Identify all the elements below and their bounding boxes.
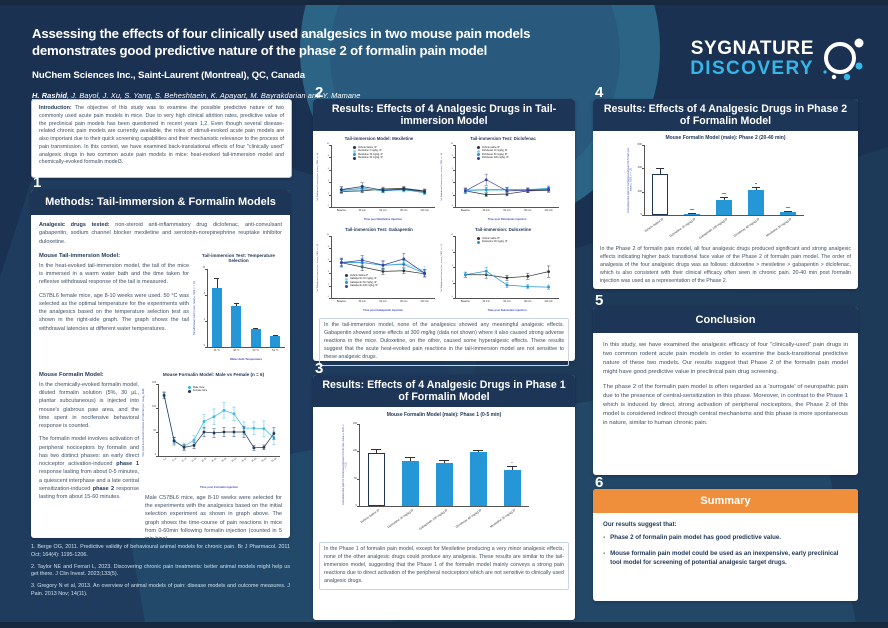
panel4-conclusion: In the Phase 2 of formalin pain model, a…	[600, 246, 851, 284]
poster-header: Assessing the effects of four clinically…	[0, 0, 888, 100]
panel-number-2: 2	[315, 84, 324, 101]
chart-xlabel: Time post Diclofenac injection	[487, 218, 527, 221]
panel-number-5: 5	[595, 292, 604, 309]
page-title: Assessing the effects of four clinically…	[32, 26, 531, 58]
affiliation: NuChem Sciences Inc., Saint-Laurent (Mon…	[32, 70, 306, 81]
formalin-model-p1: In the chemically-evoked formalin model,…	[39, 381, 139, 429]
panel-number-3: 3	[315, 360, 324, 377]
drugs-tested-body: non-steroid anti-inflammatory drug diclo…	[39, 222, 282, 245]
formalin-model-heading: Mouse Formalin Model:	[39, 371, 104, 378]
formalin-chart-caption: Male C57BL6 mice, age 8-10 weeks were se…	[145, 494, 282, 542]
chart-title: Tail-immersion Test: Temperature Selecti…	[201, 252, 275, 264]
conclusion-p2: The phase 2 of the formalin pain model i…	[603, 383, 848, 427]
summary-bullet-text: Phase 2 of formalin pain model has good …	[610, 534, 782, 541]
chart-formalin-phase1: Mouse Formalin Model (male): Phase 1 (0-…	[319, 412, 569, 540]
chart-tail-mexiletine: Tail-immersion Model: Mexiletine Tail Wi…	[317, 136, 439, 224]
panel2-conclusion: In the tail-immersion model, none of the…	[324, 322, 564, 360]
chart-ylabel: Tail Withdrawal Latency (sec, mean±SEM, …	[441, 244, 443, 293]
panel3-title: Results: Effects of 4 Analgesic Drugs in…	[313, 375, 575, 407]
author-list: H. Rashid, J. Bayol, J. Xu, S. Yang, S. …	[32, 91, 360, 100]
chart-xlabel: Time post Mexiletine injection	[363, 218, 403, 221]
results-phase1-panel: Results: Effects of 4 Analgesic Drugs in…	[313, 375, 575, 620]
introduction-label: Introduction:	[39, 105, 72, 111]
chart-title: Tail-immersion Test: Diclofenac	[470, 136, 536, 141]
chart-tail-duloxetine: Tail-immersion: Duloxetine Tail Withdraw…	[441, 227, 563, 315]
co-authors: , J. Bayol, J. Xu, S. Yang, S. Beheshtae…	[66, 91, 361, 100]
chart-title: Tail-immersion Test: Gabapentin	[345, 227, 413, 232]
summary-bullet-text: Mouse formalin pain model could be used …	[610, 549, 839, 566]
panel3-conclusion: In the Phase 1 of formalin pain model, e…	[324, 546, 564, 584]
chart-title: Mouse Formalin Model (male): Phase 2 (20…	[665, 135, 786, 141]
chart-xlabel: Time post Formalin injection	[199, 484, 239, 489]
chart-ylabel: Time spent in nocifensive behavior in 5 …	[143, 388, 145, 458]
methods-panel: Methods: Tail-immersion & Formalin Model…	[31, 190, 290, 542]
bullet-icon: ▪	[603, 550, 606, 557]
chart-tail-diclofenac: Tail-immersion Test: Diclofenac Tail Wit…	[441, 136, 563, 224]
chart-ylabel: Cumulative time spent in nocifensive beh…	[342, 424, 348, 506]
chart-ylabel: Cumulative time spent in nocifensive beh…	[627, 147, 633, 213]
reference-item: 3. Gregory N et al, 2013. An overview of…	[31, 583, 290, 598]
panel-number-6: 6	[595, 474, 604, 491]
logo-text-line1: SYGNATURE	[690, 38, 814, 59]
chart-title: Tail-immersion: Duloxetine	[474, 227, 532, 232]
lead-author: H. Rashid	[32, 91, 67, 100]
logo-text-line2: DISCOVERY	[690, 58, 814, 79]
chart-title: Tail-immersion Model: Mexiletine	[344, 136, 414, 141]
chart-xlabel: Water-bath Temperature	[229, 356, 262, 361]
logo-circle-icon	[823, 38, 864, 81]
panel6-title: Summary	[593, 489, 858, 513]
tail-model-p2: C57BL6 female mice, age 8-10 weeks were …	[39, 292, 189, 332]
panel-number-1: 1	[33, 174, 42, 191]
tail-model-heading: Mouse Tail-immersion Model:	[39, 252, 121, 259]
formalin-model-p2: The formalin model involves activation o…	[39, 436, 140, 500]
summary-lead: Our results suggest that:	[603, 521, 677, 528]
introduction-body: The objective of this study was to exami…	[39, 105, 284, 166]
reference-item: 1. Berge OG, 2011. Predictive validity o…	[31, 544, 290, 558]
phase2-emphasis: phase 2	[92, 485, 115, 492]
results-phase2-panel: Results: Effects of 4 Analgesic Drugs in…	[593, 99, 858, 289]
chart-xlabel: Time post Duloxetine injection	[487, 309, 527, 312]
panel2-title: Results: Effects of 4 Analgesic Drugs in…	[313, 99, 575, 131]
chart-title: Mouse Formalin Model: Male vs Female (n …	[162, 371, 265, 377]
chart-xlabel: Time post Gabapentin injection	[363, 309, 403, 312]
bullet-icon: ▪	[603, 535, 606, 541]
sygnature-discovery-logo: SYGNATURE DISCOVERY	[660, 38, 870, 86]
chart-tail-gabapentin: Tail-immersion Test: Gabapentin Tail Wit…	[317, 227, 439, 315]
panel-number-4: 4	[595, 84, 604, 101]
methods-panel-title: Methods: Tail-immersion & Formalin Model…	[31, 190, 290, 215]
chart-formalin-phase2: Mouse Formalin Model (male): Phase 2 (20…	[600, 135, 851, 245]
tail-model-p1: In the heat-evoked tail-immersion model,…	[39, 262, 189, 286]
summary-bullet-item: ▪ Phase 2 of formalin pain model has goo…	[603, 534, 848, 543]
drugs-tested-text: Analgesic drugs tested: non-steroid anti…	[39, 221, 282, 246]
chart-temperature-selection: Tail-immersion Test: Temperature Selecti…	[193, 252, 285, 365]
conclusion-panel: Conclusion In this study, we have examin…	[593, 307, 858, 475]
chart-title: Mouse Formalin Model (male): Phase 1 (0-…	[386, 412, 502, 418]
chart-formalin-male-female: Mouse Formalin Model: Male vs Female (n …	[143, 371, 282, 492]
panel5-title: Conclusion	[593, 307, 858, 333]
introduction-text: Introduction: The objective of this stud…	[39, 105, 284, 167]
summary-bullet-item: ▪ Mouse formalin pain model could be use…	[603, 550, 848, 568]
conclusion-p1: In this study, we have examined the anal…	[603, 342, 848, 376]
drugs-tested-label: Analgesic drugs tested:	[39, 222, 110, 228]
summary-panel: Summary Our results suggest that: ▪ Phas…	[593, 489, 858, 601]
introduction-box: Introduction: The objective of this stud…	[31, 99, 292, 178]
results-tail-immersion-panel: Results: Effects of 4 Analgesic Drugs in…	[313, 99, 575, 366]
reference-item: 2. Taylor NE and Ferrari L, 2023. Discov…	[31, 563, 290, 578]
phase1-emphasis: phase 1	[116, 461, 139, 467]
references-list: 1. Berge OG, 2011. Predictive validity o…	[31, 544, 290, 603]
chart-ylabel: Tail withdrawal Latency (sec, mean±SEM, …	[193, 280, 196, 335]
panel4-title: Results: Effects of 4 Analgesic Drugs in…	[593, 99, 858, 131]
